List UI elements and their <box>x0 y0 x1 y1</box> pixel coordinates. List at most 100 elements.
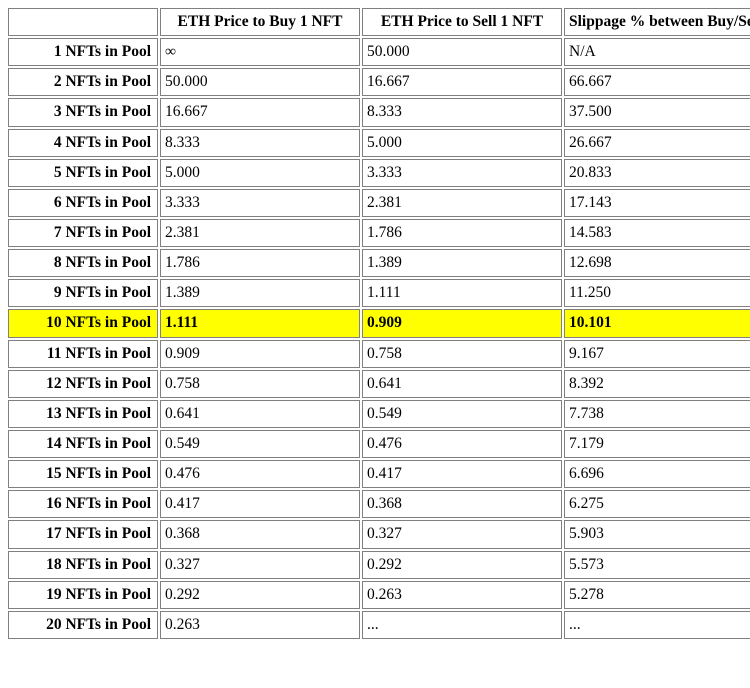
col-header-slip: Slippage % between Buy/Sell <box>564 8 750 36</box>
table-row: 17 NFTs in Pool0.3680.3275.903 <box>8 520 750 548</box>
row-header: 6 NFTs in Pool <box>8 189 158 217</box>
cell-slip: 6.696 <box>564 460 750 488</box>
cell-buy: 5.000 <box>160 159 360 187</box>
cell-buy: 50.000 <box>160 68 360 96</box>
table-row: 9 NFTs in Pool1.3891.11111.250 <box>8 279 750 307</box>
cell-slip: 5.573 <box>564 551 750 579</box>
cell-buy: 0.758 <box>160 370 360 398</box>
cell-sell: 1.111 <box>362 279 562 307</box>
cell-slip: 7.179 <box>564 430 750 458</box>
cell-slip: 17.143 <box>564 189 750 217</box>
cell-buy: 1.111 <box>160 309 360 337</box>
table-row: 1 NFTs in Pool∞50.000N/A <box>8 38 750 66</box>
row-header: 14 NFTs in Pool <box>8 430 158 458</box>
cell-sell: 0.909 <box>362 309 562 337</box>
cell-slip: 5.278 <box>564 581 750 609</box>
cell-slip: 66.667 <box>564 68 750 96</box>
cell-slip: 5.903 <box>564 520 750 548</box>
cell-buy: 0.549 <box>160 430 360 458</box>
row-header: 13 NFTs in Pool <box>8 400 158 428</box>
cell-sell: ... <box>362 611 562 639</box>
cell-buy: 2.381 <box>160 219 360 247</box>
table-row: 8 NFTs in Pool1.7861.38912.698 <box>8 249 750 277</box>
row-header: 8 NFTs in Pool <box>8 249 158 277</box>
row-header: 1 NFTs in Pool <box>8 38 158 66</box>
cell-sell: 8.333 <box>362 98 562 126</box>
cell-sell: 0.263 <box>362 581 562 609</box>
cell-sell: 16.667 <box>362 68 562 96</box>
table-row: 4 NFTs in Pool8.3335.00026.667 <box>8 129 750 157</box>
cell-slip: 9.167 <box>564 340 750 368</box>
table-row: 11 NFTs in Pool0.9090.7589.167 <box>8 340 750 368</box>
row-header: 7 NFTs in Pool <box>8 219 158 247</box>
row-header: 18 NFTs in Pool <box>8 551 158 579</box>
cell-sell: 0.417 <box>362 460 562 488</box>
table-row: 13 NFTs in Pool0.6410.5497.738 <box>8 400 750 428</box>
table-row: 5 NFTs in Pool5.0003.33320.833 <box>8 159 750 187</box>
cell-slip: 7.738 <box>564 400 750 428</box>
row-header: 11 NFTs in Pool <box>8 340 158 368</box>
cell-sell: 5.000 <box>362 129 562 157</box>
cell-buy: 1.389 <box>160 279 360 307</box>
cell-buy: 16.667 <box>160 98 360 126</box>
cell-sell: 2.381 <box>362 189 562 217</box>
cell-buy: 8.333 <box>160 129 360 157</box>
cell-slip: ... <box>564 611 750 639</box>
cell-buy: 1.786 <box>160 249 360 277</box>
row-header: 2 NFTs in Pool <box>8 68 158 96</box>
cell-slip: 11.250 <box>564 279 750 307</box>
table-row: 12 NFTs in Pool0.7580.6418.392 <box>8 370 750 398</box>
table-row: 18 NFTs in Pool0.3270.2925.573 <box>8 551 750 579</box>
cell-buy: 0.909 <box>160 340 360 368</box>
cell-sell: 0.641 <box>362 370 562 398</box>
table-row: 2 NFTs in Pool50.00016.66766.667 <box>8 68 750 96</box>
row-header: 17 NFTs in Pool <box>8 520 158 548</box>
cell-sell: 0.292 <box>362 551 562 579</box>
cell-slip: 20.833 <box>564 159 750 187</box>
cell-buy: 0.476 <box>160 460 360 488</box>
cell-sell: 0.327 <box>362 520 562 548</box>
table-row: 3 NFTs in Pool16.6678.33337.500 <box>8 98 750 126</box>
table-row: 10 NFTs in Pool1.1110.90910.101 <box>8 309 750 337</box>
row-header: 5 NFTs in Pool <box>8 159 158 187</box>
row-header: 10 NFTs in Pool <box>8 309 158 337</box>
table-row: 16 NFTs in Pool0.4170.3686.275 <box>8 490 750 518</box>
row-header: 3 NFTs in Pool <box>8 98 158 126</box>
cell-slip: 26.667 <box>564 129 750 157</box>
table-row: 15 NFTs in Pool0.4760.4176.696 <box>8 460 750 488</box>
cell-slip: 6.275 <box>564 490 750 518</box>
col-header-buy: ETH Price to Buy 1 NFT <box>160 8 360 36</box>
row-header: 16 NFTs in Pool <box>8 490 158 518</box>
cell-buy: 0.641 <box>160 400 360 428</box>
row-header: 15 NFTs in Pool <box>8 460 158 488</box>
table-row: 6 NFTs in Pool3.3332.38117.143 <box>8 189 750 217</box>
nft-pool-slippage-table: ETH Price to Buy 1 NFT ETH Price to Sell… <box>6 6 750 641</box>
row-header: 19 NFTs in Pool <box>8 581 158 609</box>
cell-buy: 3.333 <box>160 189 360 217</box>
cell-buy: 0.327 <box>160 551 360 579</box>
cell-buy: 0.368 <box>160 520 360 548</box>
table-row: 19 NFTs in Pool0.2920.2635.278 <box>8 581 750 609</box>
table-row: 20 NFTs in Pool0.263...... <box>8 611 750 639</box>
row-header: 12 NFTs in Pool <box>8 370 158 398</box>
cell-sell: 3.333 <box>362 159 562 187</box>
cell-sell: 0.549 <box>362 400 562 428</box>
cell-slip: N/A <box>564 38 750 66</box>
cell-slip: 12.698 <box>564 249 750 277</box>
cell-slip: 37.500 <box>564 98 750 126</box>
col-header-sell: ETH Price to Sell 1 NFT <box>362 8 562 36</box>
cell-sell: 1.786 <box>362 219 562 247</box>
cell-sell: 0.368 <box>362 490 562 518</box>
cell-sell: 0.758 <box>362 340 562 368</box>
table-header-row: ETH Price to Buy 1 NFT ETH Price to Sell… <box>8 8 750 36</box>
table-row: 14 NFTs in Pool0.5490.4767.179 <box>8 430 750 458</box>
cell-slip: 8.392 <box>564 370 750 398</box>
table-row: 7 NFTs in Pool2.3811.78614.583 <box>8 219 750 247</box>
cell-sell: 0.476 <box>362 430 562 458</box>
row-header: 9 NFTs in Pool <box>8 279 158 307</box>
cell-sell: 1.389 <box>362 249 562 277</box>
cell-buy: 0.263 <box>160 611 360 639</box>
cell-buy: 0.292 <box>160 581 360 609</box>
row-header: 4 NFTs in Pool <box>8 129 158 157</box>
cell-slip: 14.583 <box>564 219 750 247</box>
